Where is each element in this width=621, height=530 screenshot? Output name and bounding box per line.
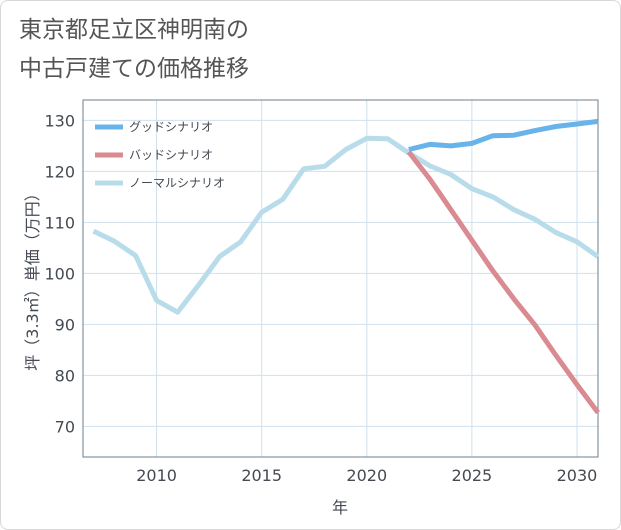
x-tick-label: 2030 (557, 466, 598, 485)
y-tick-labels: 70 80 90 100 110 120 130 (44, 111, 75, 436)
chart-title-line-1: 東京都足立区神明南の (19, 17, 249, 43)
chart-title-line-2: 中古戸建ての価格推移 (19, 56, 249, 82)
y-tick-label: 130 (44, 111, 75, 130)
x-tick-label: 2020 (346, 466, 387, 485)
series-line-1 (408, 118, 599, 152)
legend-label: バッドシナリオ (129, 148, 213, 162)
x-axis-label: 年 (332, 498, 348, 517)
y-axis-label: 坪（3.3㎡）単価（万円） (23, 185, 42, 370)
y-tick-label: 90 (55, 315, 75, 334)
y-tick-label: 100 (44, 264, 75, 283)
x-tick-label: 2015 (241, 466, 282, 485)
series-line-2 (406, 150, 600, 415)
y-tick-label: 110 (44, 213, 75, 232)
x-tick-labels: 2010 2015 2020 2025 2030 (136, 466, 597, 485)
series-lines (92, 118, 600, 415)
y-tick-label: 80 (55, 366, 75, 385)
legend-label: グッドシナリオ (129, 120, 213, 134)
series-line-3 (92, 135, 600, 315)
y-tick-label: 120 (44, 162, 75, 181)
legend-label: ノーマルシナリオ (129, 176, 225, 190)
grid (83, 100, 598, 457)
plot-area-border (82, 99, 599, 458)
y-tick-label: 70 (55, 417, 75, 436)
x-tick-label: 2010 (136, 466, 177, 485)
x-tick-label: 2025 (452, 466, 493, 485)
chart-title: 東京都足立区神明南の 中古戸建ての価格推移 (19, 11, 249, 89)
